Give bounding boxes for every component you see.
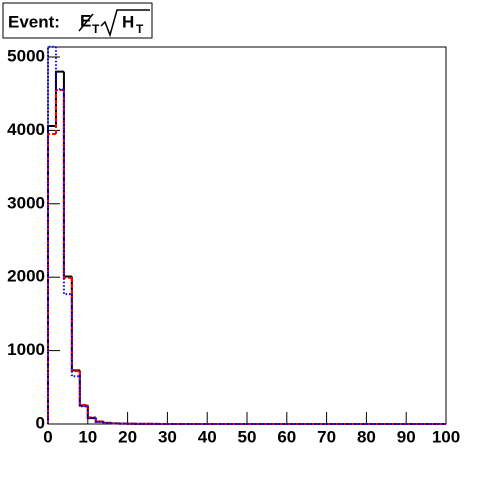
x-tick-label: 40 xyxy=(198,427,217,446)
chart-title: Event: xyxy=(8,12,60,31)
x-tick-label: 30 xyxy=(158,427,177,446)
x-tick-label: 60 xyxy=(277,427,296,446)
histogram-bin xyxy=(56,72,64,126)
x-tick-label: 90 xyxy=(397,427,416,446)
histogram-bin xyxy=(64,90,72,278)
histogram-bin xyxy=(56,47,64,90)
y-tick-label: 2000 xyxy=(7,267,45,286)
x-tick-label: 0 xyxy=(43,427,52,446)
histogram-bin xyxy=(80,371,88,405)
histogram-bin xyxy=(80,370,88,405)
x-tick-label: 50 xyxy=(238,427,257,446)
histogram-bin xyxy=(88,405,96,417)
histogram-bin xyxy=(72,294,80,376)
histogram-bin xyxy=(72,278,80,371)
y-tick-label: 4000 xyxy=(7,120,45,139)
title-den: H xyxy=(122,12,134,31)
x-tick-label: 10 xyxy=(78,427,97,446)
y-tick-label: 5000 xyxy=(7,46,45,65)
histogram-bin xyxy=(64,72,72,277)
histogram-bin xyxy=(48,134,56,424)
x-tick-label: 20 xyxy=(118,427,137,446)
histogram-bin xyxy=(56,90,64,134)
plot-frame xyxy=(48,47,446,424)
histogram-bin xyxy=(48,47,56,424)
histogram-bin xyxy=(64,89,72,294)
y-tick-label: 1000 xyxy=(7,340,45,359)
title-den-sub: T xyxy=(136,22,144,36)
histogram-bin xyxy=(88,406,96,417)
histogram-bin xyxy=(88,406,96,418)
y-tick-label: 3000 xyxy=(7,193,45,212)
histogram-bin xyxy=(48,126,56,424)
histogram-bin xyxy=(80,376,88,406)
x-tick-label: 80 xyxy=(357,427,376,446)
x-tick-label: 100 xyxy=(432,427,460,446)
x-tick-label: 70 xyxy=(317,427,336,446)
title-num-sub: T xyxy=(92,22,100,36)
histogram-bin xyxy=(72,276,80,370)
